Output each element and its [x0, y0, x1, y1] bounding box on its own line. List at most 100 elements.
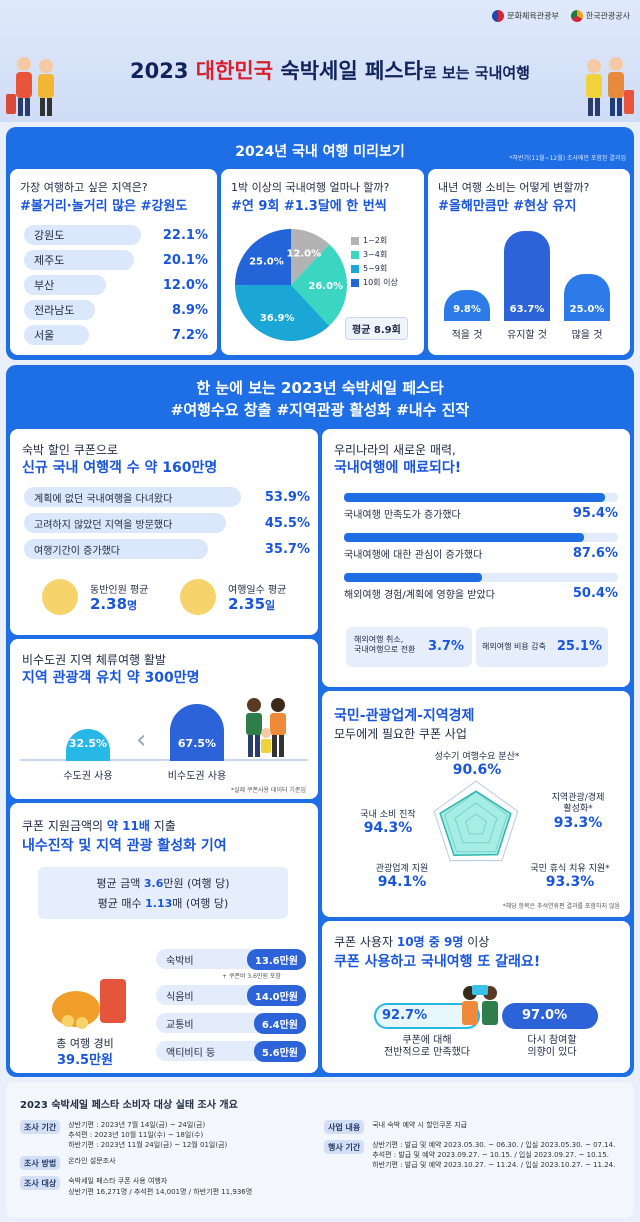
card-headline: 신규 국내 여행객 수 약 160만명 [22, 460, 218, 476]
pie-slice [291, 229, 330, 285]
new-travel-label: 여행기간이 증가했다 [24, 539, 209, 559]
capital-area-value: 32.5% [68, 737, 108, 750]
charm-bar [344, 533, 618, 542]
survey-row: 조사 방법 온라인 설문조사 [20, 1156, 320, 1171]
survey-title: 2023 숙박세일 페스타 소비자 대상 실태 조사 개요 [20, 1100, 238, 1111]
expense-value: 14.0만원 [246, 984, 306, 1006]
card-headline: 쿠폰 사용하고 국내여행 또 갈래요! [334, 954, 541, 970]
days-label: 여행일수 평균 [228, 585, 287, 596]
charm-label: 국내여행에 대한 관심이 증가했다 [344, 550, 483, 561]
money-bag-illustration [52, 979, 126, 1029]
card-headline: 지역 관광객 유치 약 300만명 [22, 670, 200, 686]
charm-bar-fill [344, 573, 483, 582]
survey-overview: 2023 숙박세일 페스타 소비자 대상 실태 조사 개요 조사 기간 상반기편 … [6, 1082, 634, 1218]
region-label: 전라남도 [24, 300, 96, 320]
expense-value: 5.6만원 [253, 1040, 306, 1062]
card-heading: 우리나라의 새로운 매력, [334, 443, 456, 457]
charm-bar [344, 573, 618, 582]
region-row: 부산 12.0% [24, 275, 208, 295]
pie-slice [235, 229, 291, 286]
satisfied-label: 쿠폰에 대해 전반적으로 만족했다 [384, 1035, 470, 1058]
outlook-bar: 63.7% [504, 230, 550, 321]
radar-label-peak: 성수기 여행수요 분산* 90.6% [434, 752, 520, 778]
legend-swatch [351, 236, 359, 245]
pie-slice-label: 25.0% [249, 256, 284, 267]
radar-grid [454, 802, 498, 844]
org-logos: 문화체육관광부 한국관광공사 [492, 10, 630, 22]
radar-label-rest: 국민 휴식 치유 지원* 93.3% [530, 864, 610, 890]
new-travel-row: 고려하지 않았던 지역을 방문했다 45.5% [24, 513, 310, 533]
new-travel-bars: 계획에 없던 국내여행을 다녀왔다 53.9% 고려하지 않았던 지역을 방문했다 4… [24, 487, 310, 565]
card-heading: 비수도권 지역 체류여행 활발 [22, 653, 166, 667]
charm-bar-fill [344, 493, 606, 502]
region-value: 8.9% [171, 302, 208, 318]
outlook-label: 적을 것 [451, 330, 483, 341]
region-bars: 강원도 22.1% 제주도 20.1% 부산 12.0% 전라남도 8.9% 서울 7.2% [24, 225, 208, 350]
coupon-benefit-card: 국민-관광업계-지역경제 모두에게 필요한 쿠폰 사업 성수기 여행수요 분산*… [322, 691, 630, 917]
survey-row: 조사 대상 숙박세일 페스타 쿠폰 사용 여행자 상반기편 16,271명 / 추… [20, 1176, 320, 1196]
outlook-bar-chart: 9.8% 적을 것 63.7% 유지할 것 25.0% 많을 것 [444, 230, 620, 341]
outlook-label: 많을 것 [571, 330, 603, 341]
revisit-pill [502, 1003, 598, 1029]
expense-breakdown: 숙박비 13.6만원 식음비 14.0만원 교통비 6.4만원 액티비티 등 5.6만원 [156, 948, 306, 1069]
summary-hashtags: #여행수요 창출 #지역관광 활성화 #내수 진작 [170, 401, 470, 419]
region-value: 20.1% [162, 252, 208, 268]
survey-row: 조사 기간 상반기편 : 2023년 7월 14일(금) ~ 24일(금) 추석편… [20, 1120, 320, 1150]
legend-item: 5~9회 [351, 263, 398, 274]
charm-row: 국내여행에 대한 관심이 증가했다 87.6% [344, 533, 618, 561]
card-hashtag: #볼거리·놀거리 많은 #강원도 [20, 199, 188, 214]
pie-slice-label: 26.0% [308, 281, 343, 292]
radar-grid [433, 780, 519, 862]
charm-value: 87.6% [572, 546, 618, 561]
expense-row: 교통비 6.4만원 [156, 1012, 306, 1034]
expense-value: 6.4만원 [253, 1012, 306, 1034]
new-travel-label: 계획에 없던 국내여행을 다녀왔다 [24, 487, 242, 507]
region-label: 부산 [24, 275, 106, 295]
charm-row: 해외여행 경험/계획에 영향을 받았다 50.4% [344, 573, 618, 601]
capital-area-label: 수도권 사용 [63, 771, 113, 782]
companions-value: 2.38명 [90, 595, 138, 613]
pie-slice [235, 285, 330, 341]
charm-value: 50.4% [572, 586, 618, 601]
pie-slice [291, 244, 347, 326]
charm-label: 해외여행 경험/계획에 영향을 받았다 [344, 590, 495, 601]
companions-label: 동반인원 평균 [90, 585, 149, 596]
expense-row: 식음비 14.0만원 [156, 984, 306, 1006]
card-hashtag: #올해만큼만 #현상 유지 [438, 199, 577, 214]
survey-row: 행사 기간 상반기편 : 발급 및 예약 2023.05.30. ~ 06.30.… [324, 1140, 630, 1170]
total-value: 39.5만원 [57, 1053, 113, 1068]
spending-outlook-card: 내년 여행 소비는 어떻게 변할까? #올해만큼만 #현상 유지 9.8% 적을 … [428, 169, 630, 355]
outlook-bar: 25.0% [564, 273, 610, 321]
card-headline: 국내여행에 매료되다! [334, 460, 462, 476]
radar-grid [464, 813, 488, 835]
region-row: 제주도 20.1% [24, 250, 208, 270]
taegeuk-icon [492, 10, 505, 22]
header-banner: 문화체육관광부 한국관광공사 2023 대한민국 숙박세일 페스타로 보는 국내… [0, 0, 640, 122]
summary-title: 한 눈에 보는 2023년 숙박세일 페스타 [196, 379, 444, 397]
companions-icon [42, 579, 78, 615]
non-capital-area-bar [170, 703, 224, 761]
charm-bar [344, 493, 618, 502]
radar-label-industry: 관광업계 지원 94.1% [375, 864, 429, 890]
legend-label: 5~9회 [363, 264, 388, 273]
non-capital-area-value: 67.5% [177, 737, 217, 750]
charm-row: 국내여행 만족도가 증가했다 95.4% [344, 493, 618, 521]
expense-label: 액티비티 등 [166, 1047, 216, 1059]
legend-label: 1~2회 [363, 236, 388, 245]
expense-row: 액티비티 등 5.6만원 [156, 1040, 306, 1062]
radar-grid [444, 791, 508, 853]
kto-logo: 한국관광공사 [570, 10, 630, 22]
region-row: 전라남도 8.9% [24, 300, 208, 320]
pie-legend: 1~2회 3~4회 5~9회 10회 이상 [351, 235, 398, 291]
charm-bar-fill [344, 533, 585, 542]
legend-item: 3~4회 [351, 249, 398, 260]
capital-area-bar [66, 728, 110, 761]
kto-emblem-icon [570, 10, 583, 22]
preview-note: *하반기(11월~12월) 조사에만 포함된 결과임 [509, 155, 626, 162]
outlook-bar: 9.8% [444, 290, 490, 321]
card-question: 가장 여행하고 싶은 지역은? [20, 181, 148, 194]
revisit-value: 97.0% [522, 1008, 568, 1023]
survey-tag: 조사 방법 [20, 1156, 61, 1171]
survey-text: 상반기편 : 2023년 7월 14일(금) ~ 24일(금) 추석편 : 20… [68, 1121, 228, 1150]
legend-swatch [351, 250, 359, 259]
